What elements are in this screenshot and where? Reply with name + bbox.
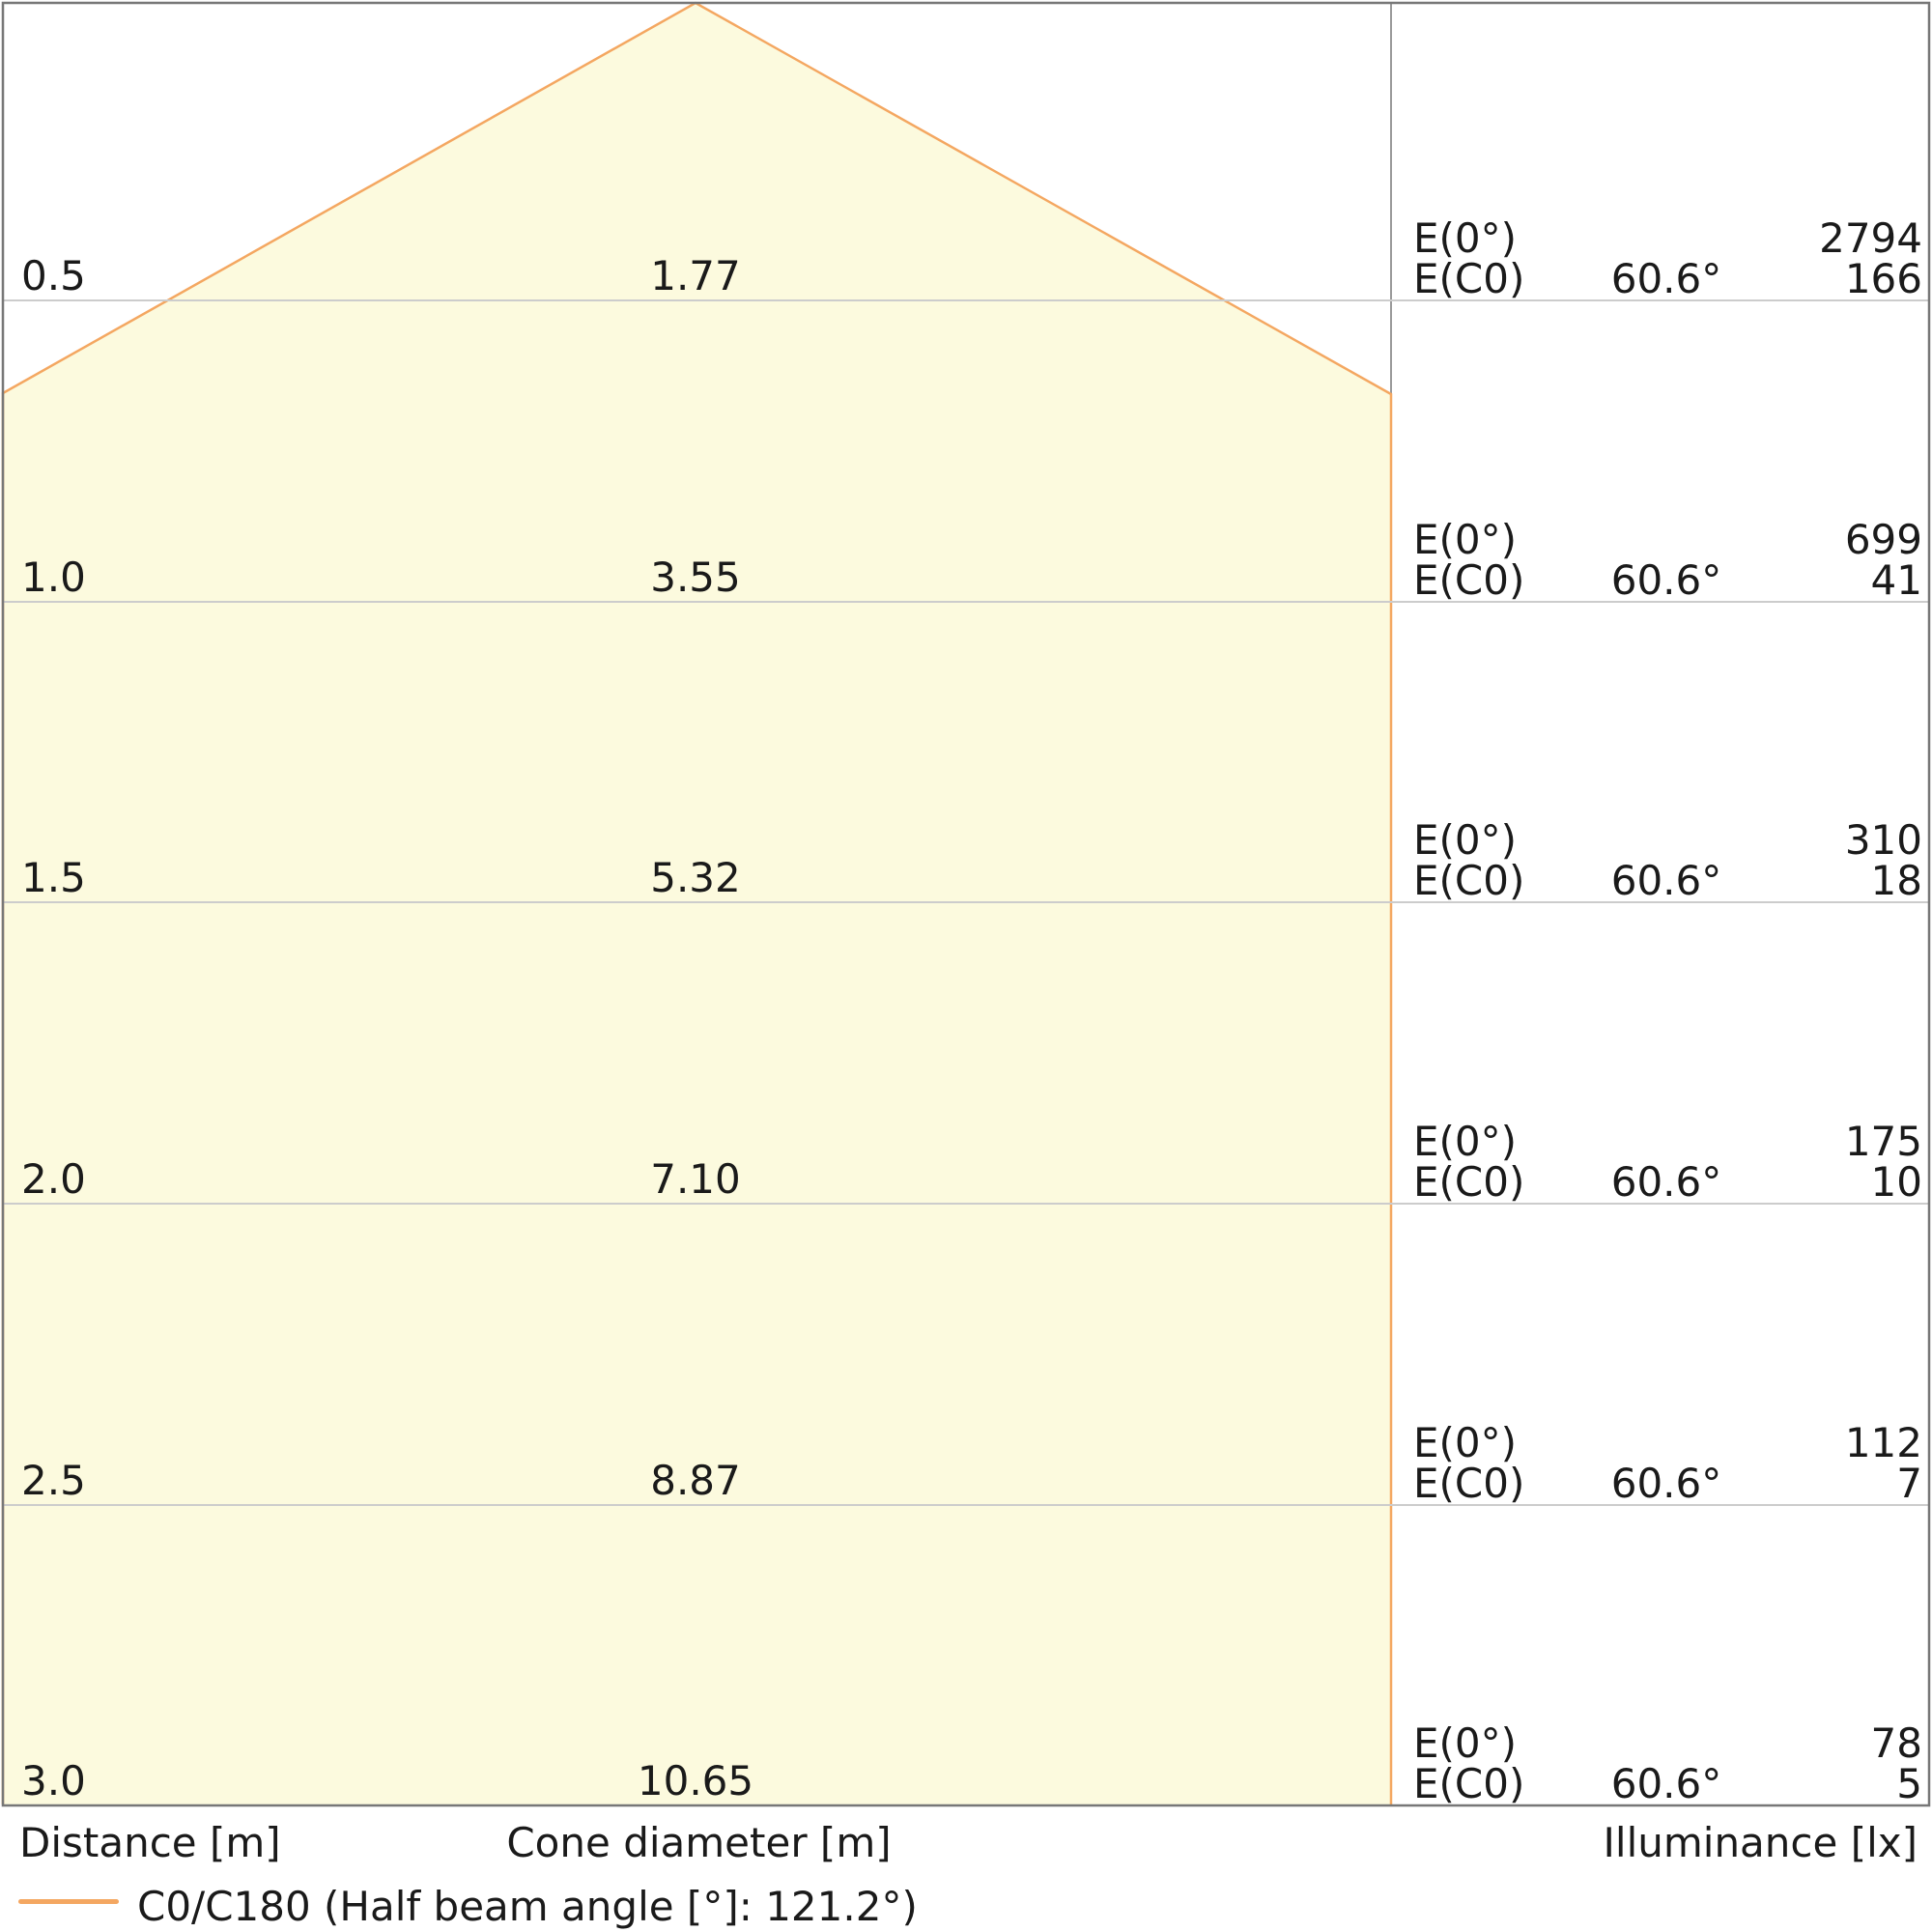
ec0-label: E(C0)	[1413, 1760, 1525, 1807]
e0-row: E(0°) 175	[1413, 1122, 1922, 1162]
half-angle-value: 60.6°	[1610, 556, 1722, 604]
ec0-value: 18	[1870, 857, 1922, 904]
legend-line-swatch	[18, 1899, 119, 1904]
cone-diameter-axis-label: Cone diameter [m]	[506, 1819, 892, 1866]
ec0-label: E(C0)	[1413, 857, 1525, 904]
light-cone-fill	[3, 3, 1391, 1804]
half-angle-value: 60.6°	[1610, 857, 1722, 904]
cone-diameter-label: 10.65	[637, 1757, 754, 1804]
half-angle-value: 60.6°	[1610, 1760, 1722, 1807]
ec0-value: 10	[1870, 1158, 1922, 1206]
distance-label: 1.0	[21, 554, 86, 601]
e0-value: 699	[1844, 516, 1922, 563]
ec0-label: E(C0)	[1413, 1158, 1525, 1206]
e0-value: 78	[1870, 1719, 1922, 1767]
e0-label: E(0°)	[1413, 516, 1518, 563]
legend-label: C0/C180 (Half beam angle [°]: 121.2°)	[137, 1883, 918, 1930]
half-angle-value: 60.6°	[1610, 1158, 1722, 1206]
ec0-row: E(C0) 60.6° 10	[1413, 1162, 1922, 1203]
ec0-value: 7	[1896, 1460, 1922, 1507]
illuminance-cell: E(0°) 112 E(C0) 60.6° 7	[1413, 1423, 1922, 1504]
e0-value: 112	[1844, 1419, 1922, 1466]
distance-label: 2.5	[21, 1457, 86, 1504]
ec0-value: 41	[1870, 556, 1922, 604]
ec0-row: E(C0) 60.6° 18	[1413, 861, 1922, 901]
e0-value: 175	[1844, 1118, 1922, 1165]
chart-border	[1, 1, 1931, 1807]
distance-grid-lines	[3, 299, 1929, 1506]
distance-label: 0.5	[21, 252, 86, 299]
distance-label: 2.0	[21, 1155, 86, 1203]
illuminance-cell: E(0°) 2794 E(C0) 60.6° 166	[1413, 218, 1922, 299]
illuminance-cell: E(0°) 310 E(C0) 60.6° 18	[1413, 820, 1922, 901]
illuminance-cell: E(0°) 78 E(C0) 60.6° 5	[1413, 1723, 1922, 1804]
e0-value: 310	[1844, 816, 1922, 864]
ec0-row: E(C0) 60.6° 41	[1413, 560, 1922, 601]
e0-label: E(0°)	[1413, 1118, 1518, 1165]
half-angle-value: 60.6°	[1610, 255, 1722, 302]
e0-value: 2794	[1819, 214, 1922, 262]
cone-diameter-label: 1.77	[650, 252, 741, 299]
e0-row: E(0°) 78	[1413, 1723, 1922, 1764]
e0-label: E(0°)	[1413, 1719, 1518, 1767]
ec0-row: E(C0) 60.6° 5	[1413, 1764, 1922, 1804]
distance-label: 1.5	[21, 854, 86, 901]
ec0-row: E(C0) 60.6° 166	[1413, 259, 1922, 299]
cone-diameter-label: 3.55	[650, 554, 741, 601]
e0-label: E(0°)	[1413, 214, 1518, 262]
e0-row: E(0°) 699	[1413, 520, 1922, 560]
distance-axis-label: Distance [m]	[19, 1819, 281, 1866]
illuminance-axis-label: Illuminance [lx]	[1603, 1819, 1918, 1866]
illuminance-cell: E(0°) 699 E(C0) 60.6° 41	[1413, 520, 1922, 601]
ec0-value: 166	[1844, 255, 1922, 302]
e0-row: E(0°) 112	[1413, 1423, 1922, 1463]
ec0-row: E(C0) 60.6° 7	[1413, 1463, 1922, 1504]
half-angle-value: 60.6°	[1610, 1460, 1722, 1507]
cone-diameter-label: 8.87	[650, 1457, 741, 1504]
distance-label: 3.0	[21, 1757, 86, 1804]
e0-label: E(0°)	[1413, 1419, 1518, 1466]
ec0-value: 5	[1896, 1760, 1922, 1807]
cone-diameter-label: 7.10	[650, 1155, 741, 1203]
cone-diameter-label: 5.32	[650, 854, 741, 901]
ec0-label: E(C0)	[1413, 556, 1525, 604]
e0-label: E(0°)	[1413, 816, 1518, 864]
e0-row: E(0°) 2794	[1413, 218, 1922, 259]
ec0-label: E(C0)	[1413, 1460, 1525, 1507]
ec0-label: E(C0)	[1413, 255, 1525, 302]
e0-row: E(0°) 310	[1413, 820, 1922, 861]
illuminance-cell: E(0°) 175 E(C0) 60.6° 10	[1413, 1122, 1922, 1203]
